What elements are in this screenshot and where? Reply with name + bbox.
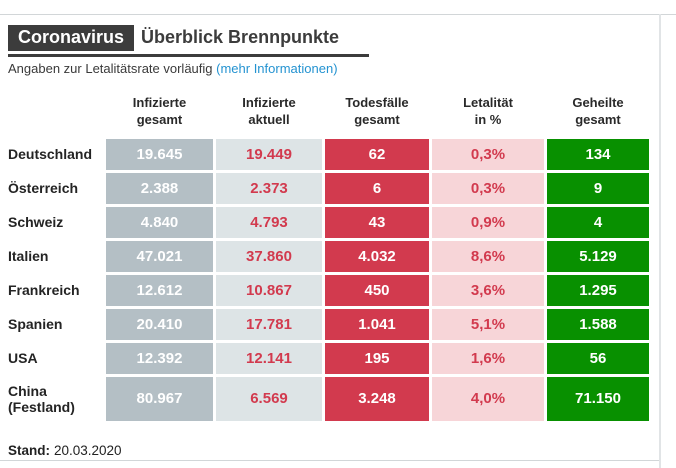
row-label: China (Festland) bbox=[8, 382, 75, 415]
row-label: Frankreich bbox=[8, 282, 80, 299]
row-label: Österreich bbox=[8, 180, 79, 197]
cell-infected-current: 4.793 bbox=[216, 206, 322, 238]
stand-label: Stand: bbox=[8, 443, 50, 458]
cell-recovered: 1.588 bbox=[547, 308, 649, 340]
table-row: China (Festland) 80.967 6.569 3.248 4,0%… bbox=[8, 376, 649, 421]
column-header-infected-total: Infizierte gesamt bbox=[132, 95, 187, 127]
cell-deaths: 62 bbox=[325, 138, 429, 170]
cell-infected-total: 12.612 bbox=[106, 274, 213, 306]
row-label: Italien bbox=[8, 248, 49, 265]
table-row: Deutschland 19.645 19.449 62 0,3% 134 bbox=[8, 138, 649, 170]
cell-recovered: 71.150 bbox=[547, 376, 649, 421]
cell-infected-total: 20.410 bbox=[106, 308, 213, 340]
cell-deaths: 195 bbox=[325, 342, 429, 374]
cell-infected-current: 12.141 bbox=[216, 342, 322, 374]
cell-infected-current: 10.867 bbox=[216, 274, 322, 306]
cell-infected-current: 2.373 bbox=[216, 172, 322, 204]
cell-deaths: 1.041 bbox=[325, 308, 429, 340]
table-row: Schweiz 4.840 4.793 43 0,9% 4 bbox=[8, 206, 649, 238]
cell-lethality: 5,1% bbox=[432, 308, 544, 340]
table-header-row: Infizierte gesamt Infizierte aktuell Tod… bbox=[8, 95, 649, 133]
cell-infected-current: 37.860 bbox=[216, 240, 322, 272]
cell-deaths: 4.032 bbox=[325, 240, 429, 272]
cell-infected-total: 80.967 bbox=[106, 376, 213, 421]
table-row: Österreich 2.388 2.373 6 0,3% 9 bbox=[8, 172, 649, 204]
cell-deaths: 3.248 bbox=[325, 376, 429, 421]
cell-recovered: 1.295 bbox=[547, 274, 649, 306]
row-label: Deutschland bbox=[8, 146, 93, 163]
row-label: USA bbox=[8, 350, 38, 367]
bottom-divider bbox=[0, 460, 659, 461]
table-row: Frankreich 12.612 10.867 450 3,6% 1.295 bbox=[8, 274, 649, 306]
subtitle-text: Angaben zur Letalitätsrate vorläufig bbox=[8, 61, 213, 76]
widget-header: Coronavirus Überblick Brennpunkte bbox=[8, 25, 370, 57]
cell-infected-total: 4.840 bbox=[106, 206, 213, 238]
more-info-link[interactable]: (mehr Informationen) bbox=[216, 61, 338, 76]
cell-infected-total: 12.392 bbox=[106, 342, 213, 374]
column-header-recovered: Geheilte gesamt bbox=[572, 95, 624, 127]
cell-deaths: 450 bbox=[325, 274, 429, 306]
cell-infected-current: 6.569 bbox=[216, 376, 322, 421]
cell-infected-current: 17.781 bbox=[216, 308, 322, 340]
title-badge: Coronavirus bbox=[8, 25, 135, 51]
cell-lethality: 0,3% bbox=[432, 138, 544, 170]
subtitle: Angaben zur Letalitätsrate vorläufig (me… bbox=[8, 61, 338, 76]
cell-infected-total: 19.645 bbox=[106, 138, 213, 170]
column-header-deaths: Todesfälle gesamt bbox=[345, 95, 409, 127]
cell-deaths: 6 bbox=[325, 172, 429, 204]
cell-recovered: 5.129 bbox=[547, 240, 649, 272]
column-header-infected-current: Infizierte aktuell bbox=[242, 95, 296, 127]
cell-recovered: 4 bbox=[547, 206, 649, 238]
cell-lethality: 8,6% bbox=[432, 240, 544, 272]
column-header-lethality: Letalität in % bbox=[463, 95, 513, 127]
cell-infected-total: 47.021 bbox=[106, 240, 213, 272]
table-row: Italien 47.021 37.860 4.032 8,6% 5.129 bbox=[8, 240, 649, 272]
cell-lethality: 0,3% bbox=[432, 172, 544, 204]
cell-infected-total: 2.388 bbox=[106, 172, 213, 204]
cell-lethality: 3,6% bbox=[432, 274, 544, 306]
cell-lethality: 0,9% bbox=[432, 206, 544, 238]
cell-lethality: 4,0% bbox=[432, 376, 544, 421]
cell-recovered: 56 bbox=[547, 342, 649, 374]
stats-table: Infizierte gesamt Infizierte aktuell Tod… bbox=[8, 95, 649, 424]
page-title: Überblick Brennpunkte bbox=[141, 27, 340, 47]
row-label: Spanien bbox=[8, 316, 63, 333]
top-divider bbox=[0, 14, 676, 15]
cell-recovered: 134 bbox=[547, 138, 649, 170]
cell-lethality: 1,6% bbox=[432, 342, 544, 374]
table-row: Spanien 20.410 17.781 1.041 5,1% 1.588 bbox=[8, 308, 649, 340]
last-updated: Stand: 20.03.2020 bbox=[8, 443, 122, 458]
stand-date: 20.03.2020 bbox=[54, 443, 122, 458]
right-divider bbox=[659, 14, 661, 468]
cell-recovered: 9 bbox=[547, 172, 649, 204]
cell-infected-current: 19.449 bbox=[216, 138, 322, 170]
row-label: Schweiz bbox=[8, 214, 64, 231]
cell-deaths: 43 bbox=[325, 206, 429, 238]
table-row: USA 12.392 12.141 195 1,6% 56 bbox=[8, 342, 649, 374]
